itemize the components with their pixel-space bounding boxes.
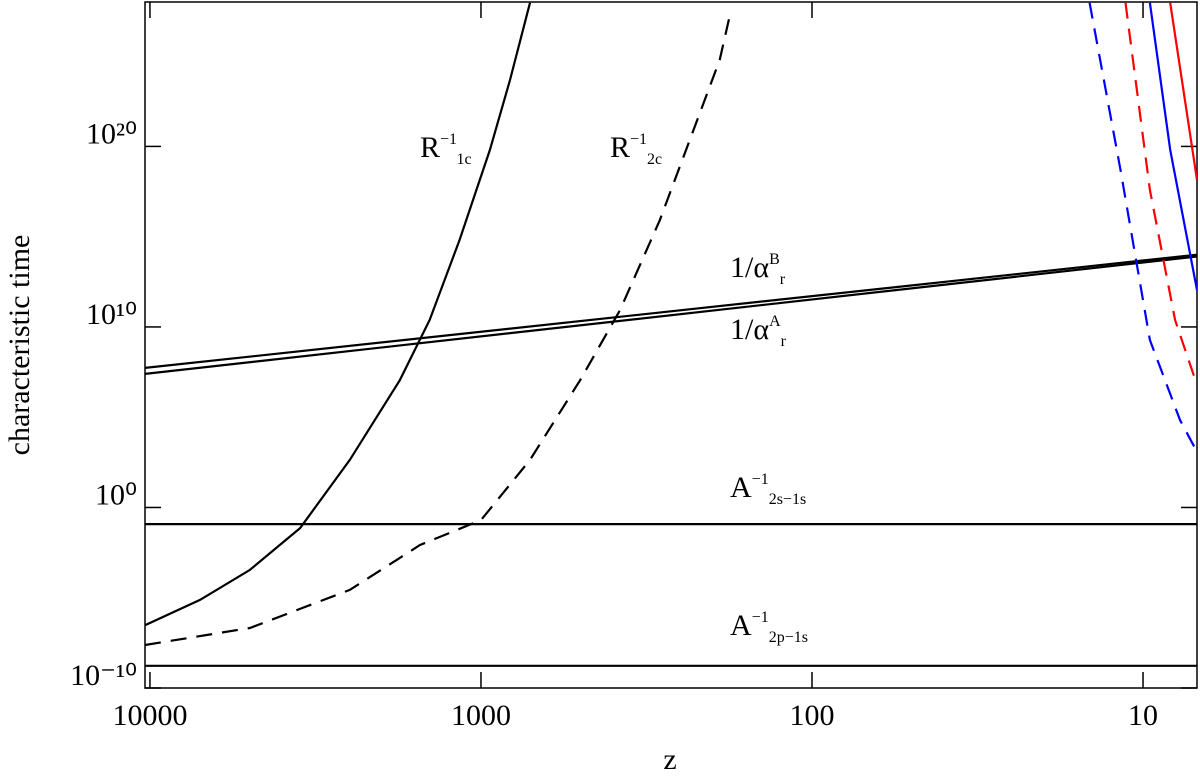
series-label: A−12s−1s bbox=[730, 471, 806, 508]
series-label-name: R bbox=[610, 131, 630, 164]
series-label: 1/αAr bbox=[730, 313, 787, 350]
series-label-sup: −1 bbox=[752, 471, 769, 488]
series-label-sub: 2s−1s bbox=[769, 491, 806, 508]
series-label: 1/αBr bbox=[730, 251, 786, 288]
series-line bbox=[1148, 2, 1197, 291]
series-label-name: A bbox=[730, 471, 752, 504]
series-label-sup: B bbox=[769, 251, 780, 268]
series-label-sub: r bbox=[780, 271, 786, 288]
series-line bbox=[145, 255, 1197, 375]
plot-area bbox=[145, 2, 1197, 667]
series-label-sup: A bbox=[769, 313, 781, 330]
y-tick-label: 10¹⁰ bbox=[86, 298, 137, 331]
y-tick-label: 10²⁰ bbox=[86, 117, 137, 150]
series-line bbox=[1088, 2, 1197, 453]
series-label-sub: 2p−1s bbox=[769, 629, 808, 646]
x-tick-label: 10000 bbox=[112, 699, 187, 732]
series-line bbox=[145, 14, 731, 647]
y-tick-label: 10⁰ bbox=[95, 478, 137, 511]
series-label-name: R bbox=[420, 131, 440, 164]
y-tick-label: 10⁻¹⁰ bbox=[70, 659, 137, 692]
x-tick-label: 10 bbox=[1128, 699, 1158, 732]
series-line bbox=[1169, 2, 1197, 181]
y-axis-label: characteristic time bbox=[3, 235, 36, 456]
series-label: R−12c bbox=[610, 131, 662, 168]
x-tick-label: 1000 bbox=[451, 699, 511, 732]
series-label: R−1 1c bbox=[420, 131, 472, 168]
series-label: A−12p−1s bbox=[730, 609, 808, 646]
series-label-name: 1/α bbox=[730, 251, 769, 284]
series-line bbox=[145, 253, 1197, 369]
series-label-name: A bbox=[730, 609, 752, 642]
series-label-sup: −1 bbox=[440, 131, 457, 148]
series-label-name: 1/α bbox=[730, 313, 769, 346]
series-label-sup: −1 bbox=[630, 131, 647, 148]
series-label-sub: r bbox=[781, 333, 787, 350]
x-tick-label: 100 bbox=[790, 699, 835, 732]
plot-frame bbox=[144, 1, 1198, 689]
series-label-sub: 1c bbox=[456, 151, 471, 168]
series-label-sup: −1 bbox=[752, 609, 769, 626]
x-axis-label: z bbox=[663, 743, 676, 776]
series-line bbox=[145, 2, 532, 627]
series-label-sub: 2c bbox=[647, 151, 662, 168]
